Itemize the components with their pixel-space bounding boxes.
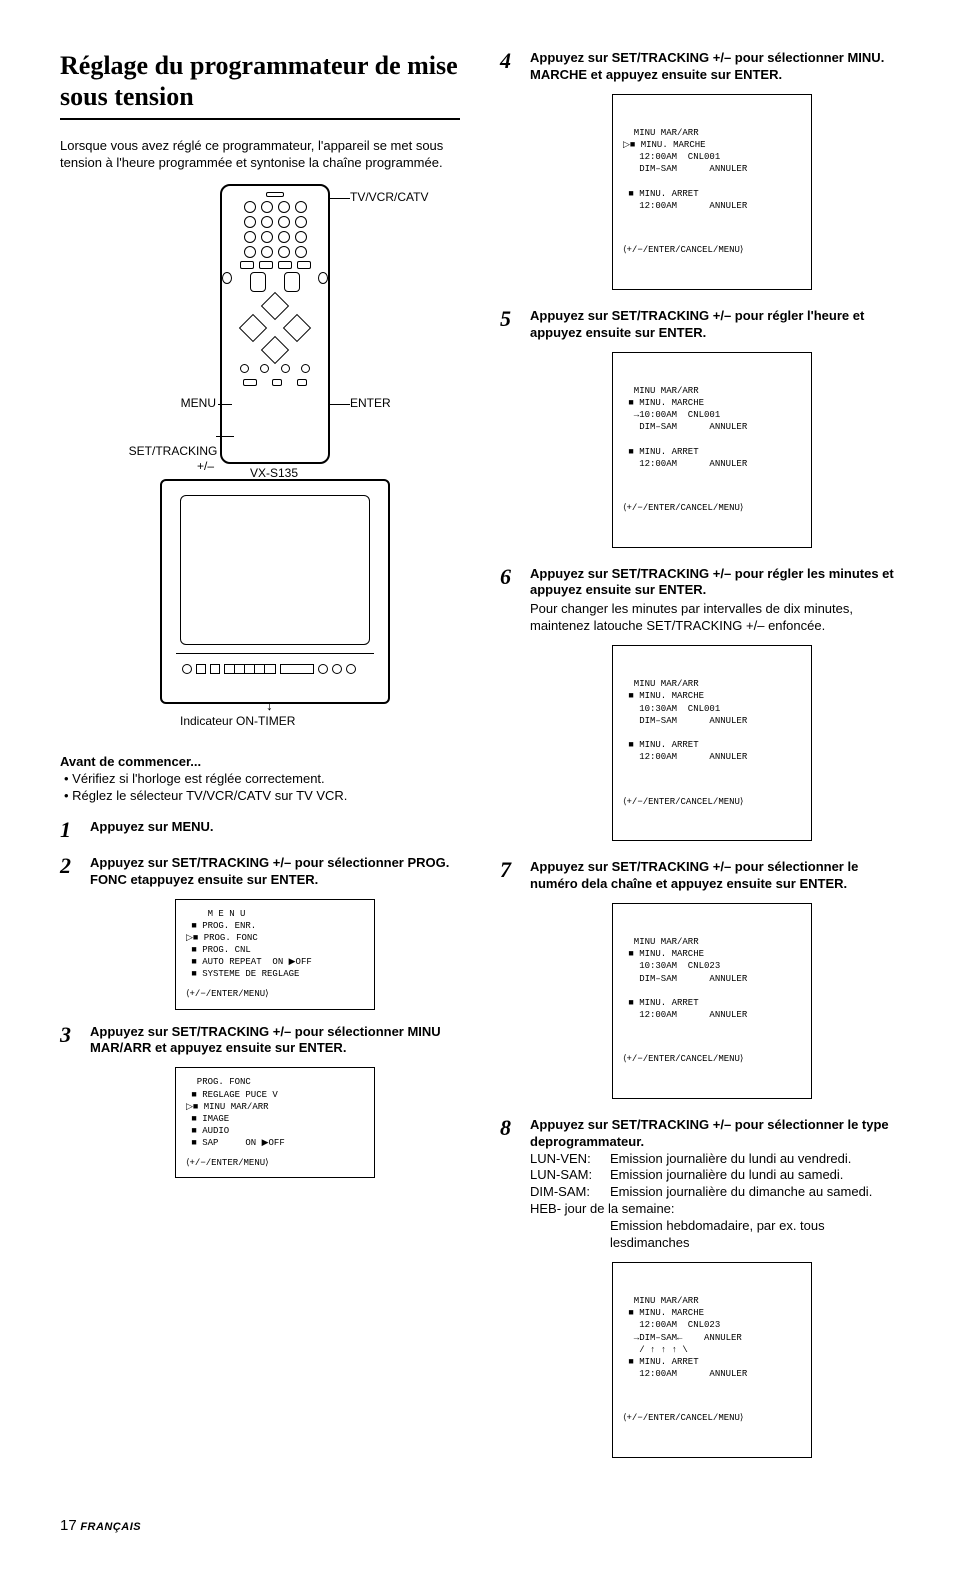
step-7: 7 Appuyez sur SET/TRACKING +/– pour séle… [500,859,894,1099]
step-text: Appuyez sur SET/TRACKING +/– pour sélect… [530,1117,894,1151]
step-5: 5 Appuyez sur SET/TRACKING +/– pour régl… [500,308,894,548]
step-number: 8 [500,1117,520,1458]
right-column: 4 Appuyez sur SET/TRACKING +/– pour séle… [500,50,894,1476]
step-1: 1 Appuyez sur MENU. [60,819,460,841]
label-enter: ENTER [350,396,391,412]
device-diagram: TV/VCR/CATV MENU ENTER SET/TRACKING +/– … [60,184,460,744]
step-subtext: Pour changer les minutes par intervalles… [530,601,894,635]
step-number: 5 [500,308,520,548]
menu-screen: MINU MAR/ARR ▷■ MINU. MARCHE 12:00AM CNL… [612,94,812,290]
def-lun-ven: LUN-VEN:Emission journalière du lundi au… [530,1151,894,1168]
step-number: 6 [500,566,520,842]
step-text: Appuyez sur SET/TRACKING +/– pour régler… [530,566,894,600]
def-heb-key: HEB- jour de la semaine: [530,1201,894,1218]
intro-text: Lorsque vous avez réglé ce programmateur… [60,138,460,172]
before-bullet-1: • Vérifiez si l'horloge est réglée corre… [64,771,460,788]
indicator-caption: Indicateur ON-TIMER [180,714,295,730]
tv-illustration [160,479,390,704]
page-title: Réglage du programmateur de mise sous te… [60,50,460,120]
step-2: 2 Appuyez sur SET/TRACKING +/– pour séle… [60,855,460,1010]
menu-screen: MINU MAR/ARR ■ MINU. MARCHE 10:30AM CNL0… [612,645,812,841]
step-number: 7 [500,859,520,1099]
page-number: 17 [60,1517,77,1534]
step-text: Appuyez sur SET/TRACKING +/– pour sélect… [530,50,894,84]
menu-screen: MINU MAR/ARR ■ MINU. MARCHE →10:00AM CNL… [612,352,812,548]
label-tvvcrcatv: TV/VCR/CATV [350,190,428,206]
step-text: Appuyez sur SET/TRACKING +/– pour sélect… [90,1024,460,1058]
page-language: FRANÇAIS [80,1521,141,1533]
page-footer: 17 FRANÇAIS [60,1516,894,1536]
step-number: 1 [60,819,80,841]
step-text: Appuyez sur MENU. [90,819,460,836]
label-menu: MENU [160,396,216,412]
left-column: Réglage du programmateur de mise sous te… [60,50,460,1476]
menu-screen: MINU MAR/ARR ■ MINU. MARCHE 10:30AM CNL0… [612,903,812,1099]
step-text: Appuyez sur SET/TRACKING +/– pour sélect… [530,859,894,893]
before-heading: Avant de commencer... [60,754,460,771]
remote-illustration [220,184,330,464]
step-number: 2 [60,855,80,1010]
step-3: 3 Appuyez sur SET/TRACKING +/– pour séle… [60,1024,460,1179]
arrow-down-icon: ↓ [266,696,273,714]
def-dim-sam: DIM-SAM:Emission journalière du dimanche… [530,1184,894,1201]
step-text: Appuyez sur SET/TRACKING +/– pour sélect… [90,855,460,889]
menu-screen: PROG. FONC ■ REGLAGE PUCE V ▷■ MINU MAR/… [175,1067,375,1178]
step-6: 6 Appuyez sur SET/TRACKING +/– pour régl… [500,566,894,842]
step-number: 4 [500,50,520,290]
step-8: 8 Appuyez sur SET/TRACKING +/– pour séle… [500,1117,894,1458]
step-text: Appuyez sur SET/TRACKING +/– pour régler… [530,308,894,342]
def-heb-val: Emission hebdomadaire, par ex. tous lesd… [530,1218,894,1252]
step-4: 4 Appuyez sur SET/TRACKING +/– pour séle… [500,50,894,290]
menu-screen: M E N U ■ PROG. ENR. ▷■ PROG. FONC ■ PRO… [175,899,375,1010]
before-bullet-2: • Réglez le sélecteur TV/VCR/CATV sur TV… [64,788,460,805]
menu-screen: MINU MAR/ARR ■ MINU. MARCHE 12:00AM CNL0… [612,1262,812,1458]
def-lun-sam: LUN-SAM:Emission journalière du lundi au… [530,1167,894,1184]
step-number: 3 [60,1024,80,1179]
